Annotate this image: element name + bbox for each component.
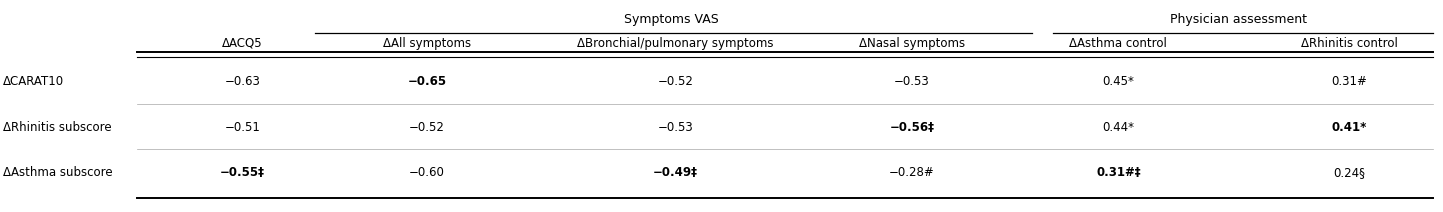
Text: −0.65: −0.65 <box>407 75 447 88</box>
Text: −0.51: −0.51 <box>225 121 260 134</box>
Text: 0.45*: 0.45* <box>1102 75 1134 88</box>
Text: −0.49‡: −0.49‡ <box>652 166 698 179</box>
Text: ΔRhinitis subscore: ΔRhinitis subscore <box>3 121 111 134</box>
Text: −0.53: −0.53 <box>895 75 929 88</box>
Text: ΔAsthma control: ΔAsthma control <box>1069 37 1167 50</box>
Text: −0.55‡: −0.55‡ <box>219 166 266 179</box>
Text: −0.52: −0.52 <box>410 121 444 134</box>
Text: 0.31#: 0.31# <box>1332 75 1367 88</box>
Text: ΔACQ5: ΔACQ5 <box>222 37 263 50</box>
Text: ΔNasal symptoms: ΔNasal symptoms <box>859 37 965 50</box>
Text: ΔAll symptoms: ΔAll symptoms <box>382 37 472 50</box>
Text: ΔRhinitis control: ΔRhinitis control <box>1300 37 1398 50</box>
Text: ΔCARAT10: ΔCARAT10 <box>3 75 63 88</box>
Text: −0.56‡: −0.56‡ <box>889 121 935 134</box>
Text: −0.53: −0.53 <box>658 121 693 134</box>
Text: −0.60: −0.60 <box>410 166 444 179</box>
Text: −0.52: −0.52 <box>658 75 693 88</box>
Text: 0.31#‡: 0.31#‡ <box>1097 166 1140 179</box>
Text: 0.41*: 0.41* <box>1332 121 1367 134</box>
Text: ΔBronchial/pulmonary symptoms: ΔBronchial/pulmonary symptoms <box>577 37 773 50</box>
Text: Symptoms VAS: Symptoms VAS <box>623 13 719 26</box>
Text: −0.63: −0.63 <box>225 75 260 88</box>
Text: Physician assessment: Physician assessment <box>1170 13 1306 26</box>
Text: ΔAsthma subscore: ΔAsthma subscore <box>3 166 113 179</box>
Text: 0.24§: 0.24§ <box>1333 166 1365 179</box>
Text: 0.44*: 0.44* <box>1102 121 1134 134</box>
Text: −0.28#: −0.28# <box>889 166 935 179</box>
